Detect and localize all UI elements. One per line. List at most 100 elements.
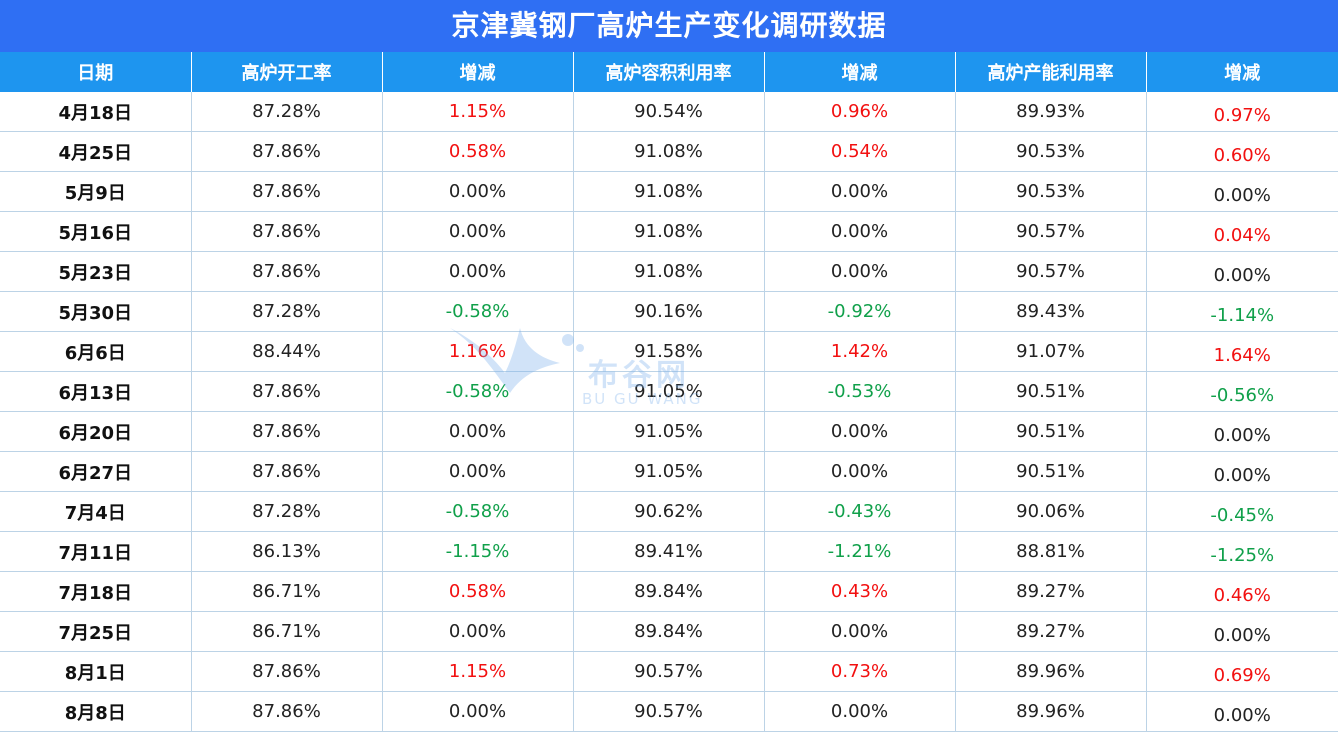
cell-text: -1.21%: [827, 541, 892, 562]
cell-text: 90.16%: [634, 301, 703, 322]
cell-text: 91.08%: [634, 141, 703, 162]
cell-text: 90.57%: [634, 701, 703, 722]
date-cell: 5月30日: [0, 291, 192, 332]
value-cell: 87.86%: [191, 451, 383, 492]
cell-text: 0.00%: [448, 461, 507, 482]
value-cell: 0.69%: [1146, 651, 1338, 692]
table-row: 5月16日 87.86% 0.00% 91.08% 0.00% 90.57% 0.04%: [0, 211, 1338, 252]
date-cell: 6月20日: [0, 411, 192, 452]
value-cell: 88.44%: [191, 331, 383, 372]
value-cell: 90.06%: [955, 491, 1147, 532]
cell-text: 89.43%: [1016, 301, 1085, 322]
cell-text: -0.45%: [1210, 505, 1275, 526]
cell-text: 87.86%: [252, 141, 321, 162]
cell-text: 0.00%: [830, 181, 889, 202]
value-cell: -0.92%: [764, 291, 956, 332]
date-cell: 8月1日: [0, 651, 192, 692]
cell-text: 6月27日: [58, 462, 133, 484]
value-cell: 0.00%: [1146, 611, 1338, 652]
value-cell: 90.53%: [955, 171, 1147, 212]
value-cell: 88.81%: [955, 531, 1147, 572]
data-table: 日期 高炉开工率 增减 高炉容积利用率 增减 高炉产能利用率 增减 4月18日 87.28% 1…: [0, 52, 1338, 732]
value-cell: 0.00%: [764, 211, 956, 252]
value-cell: 0.43%: [764, 571, 956, 612]
cell-text: 5月16日: [58, 222, 133, 244]
cell-text: 0.04%: [1213, 225, 1271, 246]
table-row: 7月11日 86.13% -1.15% 89.41% -1.21% 88.81% -1.25…: [0, 531, 1338, 572]
cell-text: 91.58%: [634, 341, 703, 362]
value-cell: 0.00%: [1146, 251, 1338, 292]
cell-text: 4月18日: [58, 102, 133, 124]
value-cell: 0.58%: [382, 131, 574, 172]
value-cell: 90.16%: [573, 291, 765, 332]
cell-text: 89.84%: [634, 581, 703, 602]
value-cell: 91.08%: [573, 251, 765, 292]
column-header: 高炉容积利用率: [573, 52, 765, 92]
value-cell: 0.00%: [1146, 451, 1338, 492]
value-cell: 87.86%: [191, 211, 383, 252]
date-cell: 7月4日: [0, 491, 192, 532]
table-row: 7月4日 87.28% -0.58% 90.62% -0.43% 90.06% -0.45%: [0, 491, 1338, 532]
date-cell: 6月6日: [0, 331, 192, 372]
cell-text: 87.86%: [252, 421, 321, 442]
table-row: 5月9日 87.86% 0.00% 91.08% 0.00% 90.53% 0.00%: [0, 171, 1338, 212]
cell-text: 0.58%: [448, 141, 507, 162]
cell-text: 5月23日: [58, 262, 133, 284]
cell-text: 91.05%: [634, 461, 703, 482]
value-cell: 0.00%: [764, 411, 956, 452]
cell-text: -1.14%: [1210, 305, 1275, 326]
cell-text: 0.73%: [830, 661, 889, 682]
value-cell: 90.57%: [955, 211, 1147, 252]
date-cell: 7月25日: [0, 611, 192, 652]
value-cell: 87.86%: [191, 651, 383, 692]
date-cell: 5月9日: [0, 171, 192, 212]
value-cell: 87.28%: [191, 491, 383, 532]
cell-text: 91.08%: [634, 261, 703, 282]
value-cell: 0.97%: [1146, 92, 1338, 132]
cell-text: 91.08%: [634, 221, 703, 242]
cell-text: 6月20日: [58, 422, 133, 444]
date-cell: 7月18日: [0, 571, 192, 612]
cell-text: 0.00%: [448, 621, 507, 642]
value-cell: 86.71%: [191, 571, 383, 612]
value-cell: 87.86%: [191, 171, 383, 212]
cell-text: -0.58%: [445, 501, 510, 522]
table-row: 6月20日 87.86% 0.00% 91.05% 0.00% 90.51% 0.00%: [0, 411, 1338, 452]
value-cell: -1.25%: [1146, 531, 1338, 572]
value-cell: -0.58%: [382, 491, 574, 532]
value-cell: 1.64%: [1146, 331, 1338, 372]
value-cell: 86.13%: [191, 531, 383, 572]
value-cell: 90.57%: [573, 651, 765, 692]
value-cell: 90.57%: [955, 251, 1147, 292]
value-cell: 1.15%: [382, 651, 574, 692]
value-cell: 1.16%: [382, 331, 574, 372]
value-cell: 0.58%: [382, 571, 574, 612]
value-cell: -1.21%: [764, 531, 956, 572]
cell-text: 0.00%: [1213, 265, 1271, 286]
cell-text: 7月11日: [58, 542, 133, 564]
cell-text: 87.28%: [252, 101, 321, 122]
value-cell: 0.00%: [382, 611, 574, 652]
value-cell: 89.84%: [573, 571, 765, 612]
value-cell: 89.41%: [573, 531, 765, 572]
value-cell: -0.45%: [1146, 491, 1338, 532]
table-row: 6月13日 87.86% -0.58% 91.05% -0.53% 90.51% -0.56…: [0, 371, 1338, 412]
value-cell: 86.71%: [191, 611, 383, 652]
value-cell: 89.96%: [955, 651, 1147, 692]
cell-text: 89.41%: [634, 541, 703, 562]
table-row: 7月18日 86.71% 0.58% 89.84% 0.43% 89.27% 0.46%: [0, 571, 1338, 612]
cell-text: 90.62%: [634, 501, 703, 522]
table-row: 8月8日 87.86% 0.00% 90.57% 0.00% 89.96% 0.00%: [0, 691, 1338, 732]
value-cell: 87.86%: [191, 131, 383, 172]
cell-text: 86.71%: [252, 621, 321, 642]
value-cell: 90.62%: [573, 491, 765, 532]
cell-text: -0.92%: [827, 301, 892, 322]
value-cell: 91.08%: [573, 131, 765, 172]
value-cell: 89.96%: [955, 691, 1147, 732]
cell-text: 0.00%: [1213, 465, 1271, 486]
value-cell: -0.43%: [764, 491, 956, 532]
column-header: 高炉开工率: [191, 52, 383, 92]
value-cell: 0.04%: [1146, 211, 1338, 252]
header-row: 日期 高炉开工率 增减 高炉容积利用率 增减 高炉产能利用率 增减: [0, 52, 1338, 92]
date-cell: 4月25日: [0, 131, 192, 172]
